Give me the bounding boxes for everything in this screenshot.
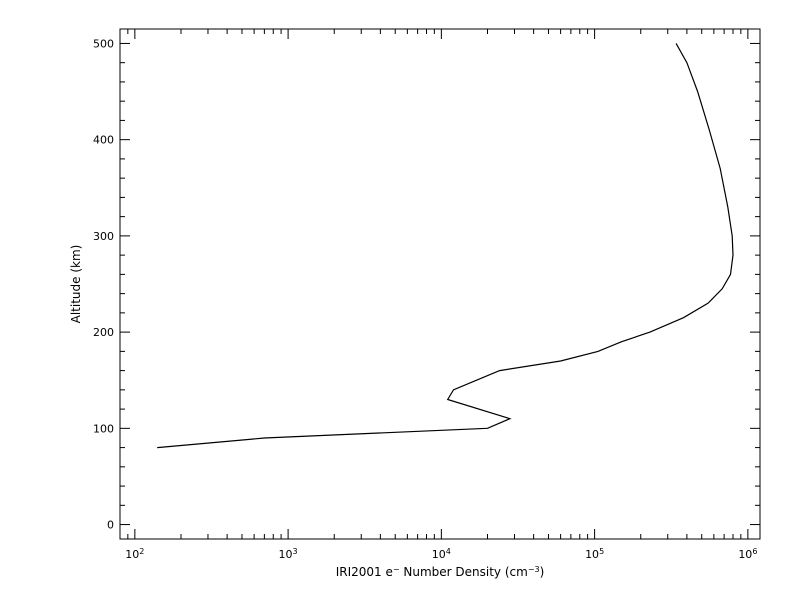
y-tick-label: 500 — [93, 37, 114, 50]
y-tick-label: 200 — [93, 326, 114, 339]
y-axis-ticks — [120, 42, 760, 526]
y-axis-label: Altitude (km) — [69, 245, 83, 324]
plot-frame — [119, 28, 761, 540]
x-tick-label-exp: 6 — [752, 547, 757, 556]
x-tick-label: 104 — [432, 547, 451, 562]
x-axis-label: IRI2001 e− Number Density (cm−3) — [336, 565, 545, 580]
x-axis-label-prefix: IRI2001 e — [336, 565, 393, 579]
x-tick-label-base: 10 — [738, 548, 752, 561]
y-tick-label: 100 — [93, 422, 114, 435]
x-tick-label-base: 10 — [125, 548, 139, 561]
x-tick-label: 103 — [279, 547, 298, 562]
x-axis-label-mid: Number Density (cm — [400, 565, 528, 579]
x-tick-label: 105 — [585, 547, 604, 562]
x-tick-label-base: 10 — [279, 548, 293, 561]
y-tick-label: 0 — [107, 519, 114, 532]
x-tick-label: 102 — [125, 547, 144, 562]
y-tick-label: 300 — [93, 230, 114, 243]
y-axis-tick-labels: 0 100 200 300 400 500 — [93, 37, 114, 531]
x-tick-label-exp: 2 — [139, 547, 144, 556]
x-tick-label: 106 — [738, 547, 757, 562]
x-tick-label-exp: 5 — [599, 547, 604, 556]
density-profile-line — [157, 43, 734, 449]
x-axis-label-suffix: ) — [540, 565, 545, 579]
x-axis-label-sup2: −3 — [528, 565, 540, 574]
x-tick-label-exp: 3 — [293, 547, 298, 556]
x-axis-label-sup1: − — [393, 565, 400, 574]
y-tick-label: 400 — [93, 134, 114, 147]
x-tick-label-base: 10 — [585, 548, 599, 561]
x-tick-label-base: 10 — [432, 548, 446, 561]
x-axis-ticks — [119, 29, 749, 539]
x-axis-tick-labels: 102 103 104 105 106 — [125, 547, 757, 562]
x-tick-label-exp: 4 — [446, 547, 451, 556]
